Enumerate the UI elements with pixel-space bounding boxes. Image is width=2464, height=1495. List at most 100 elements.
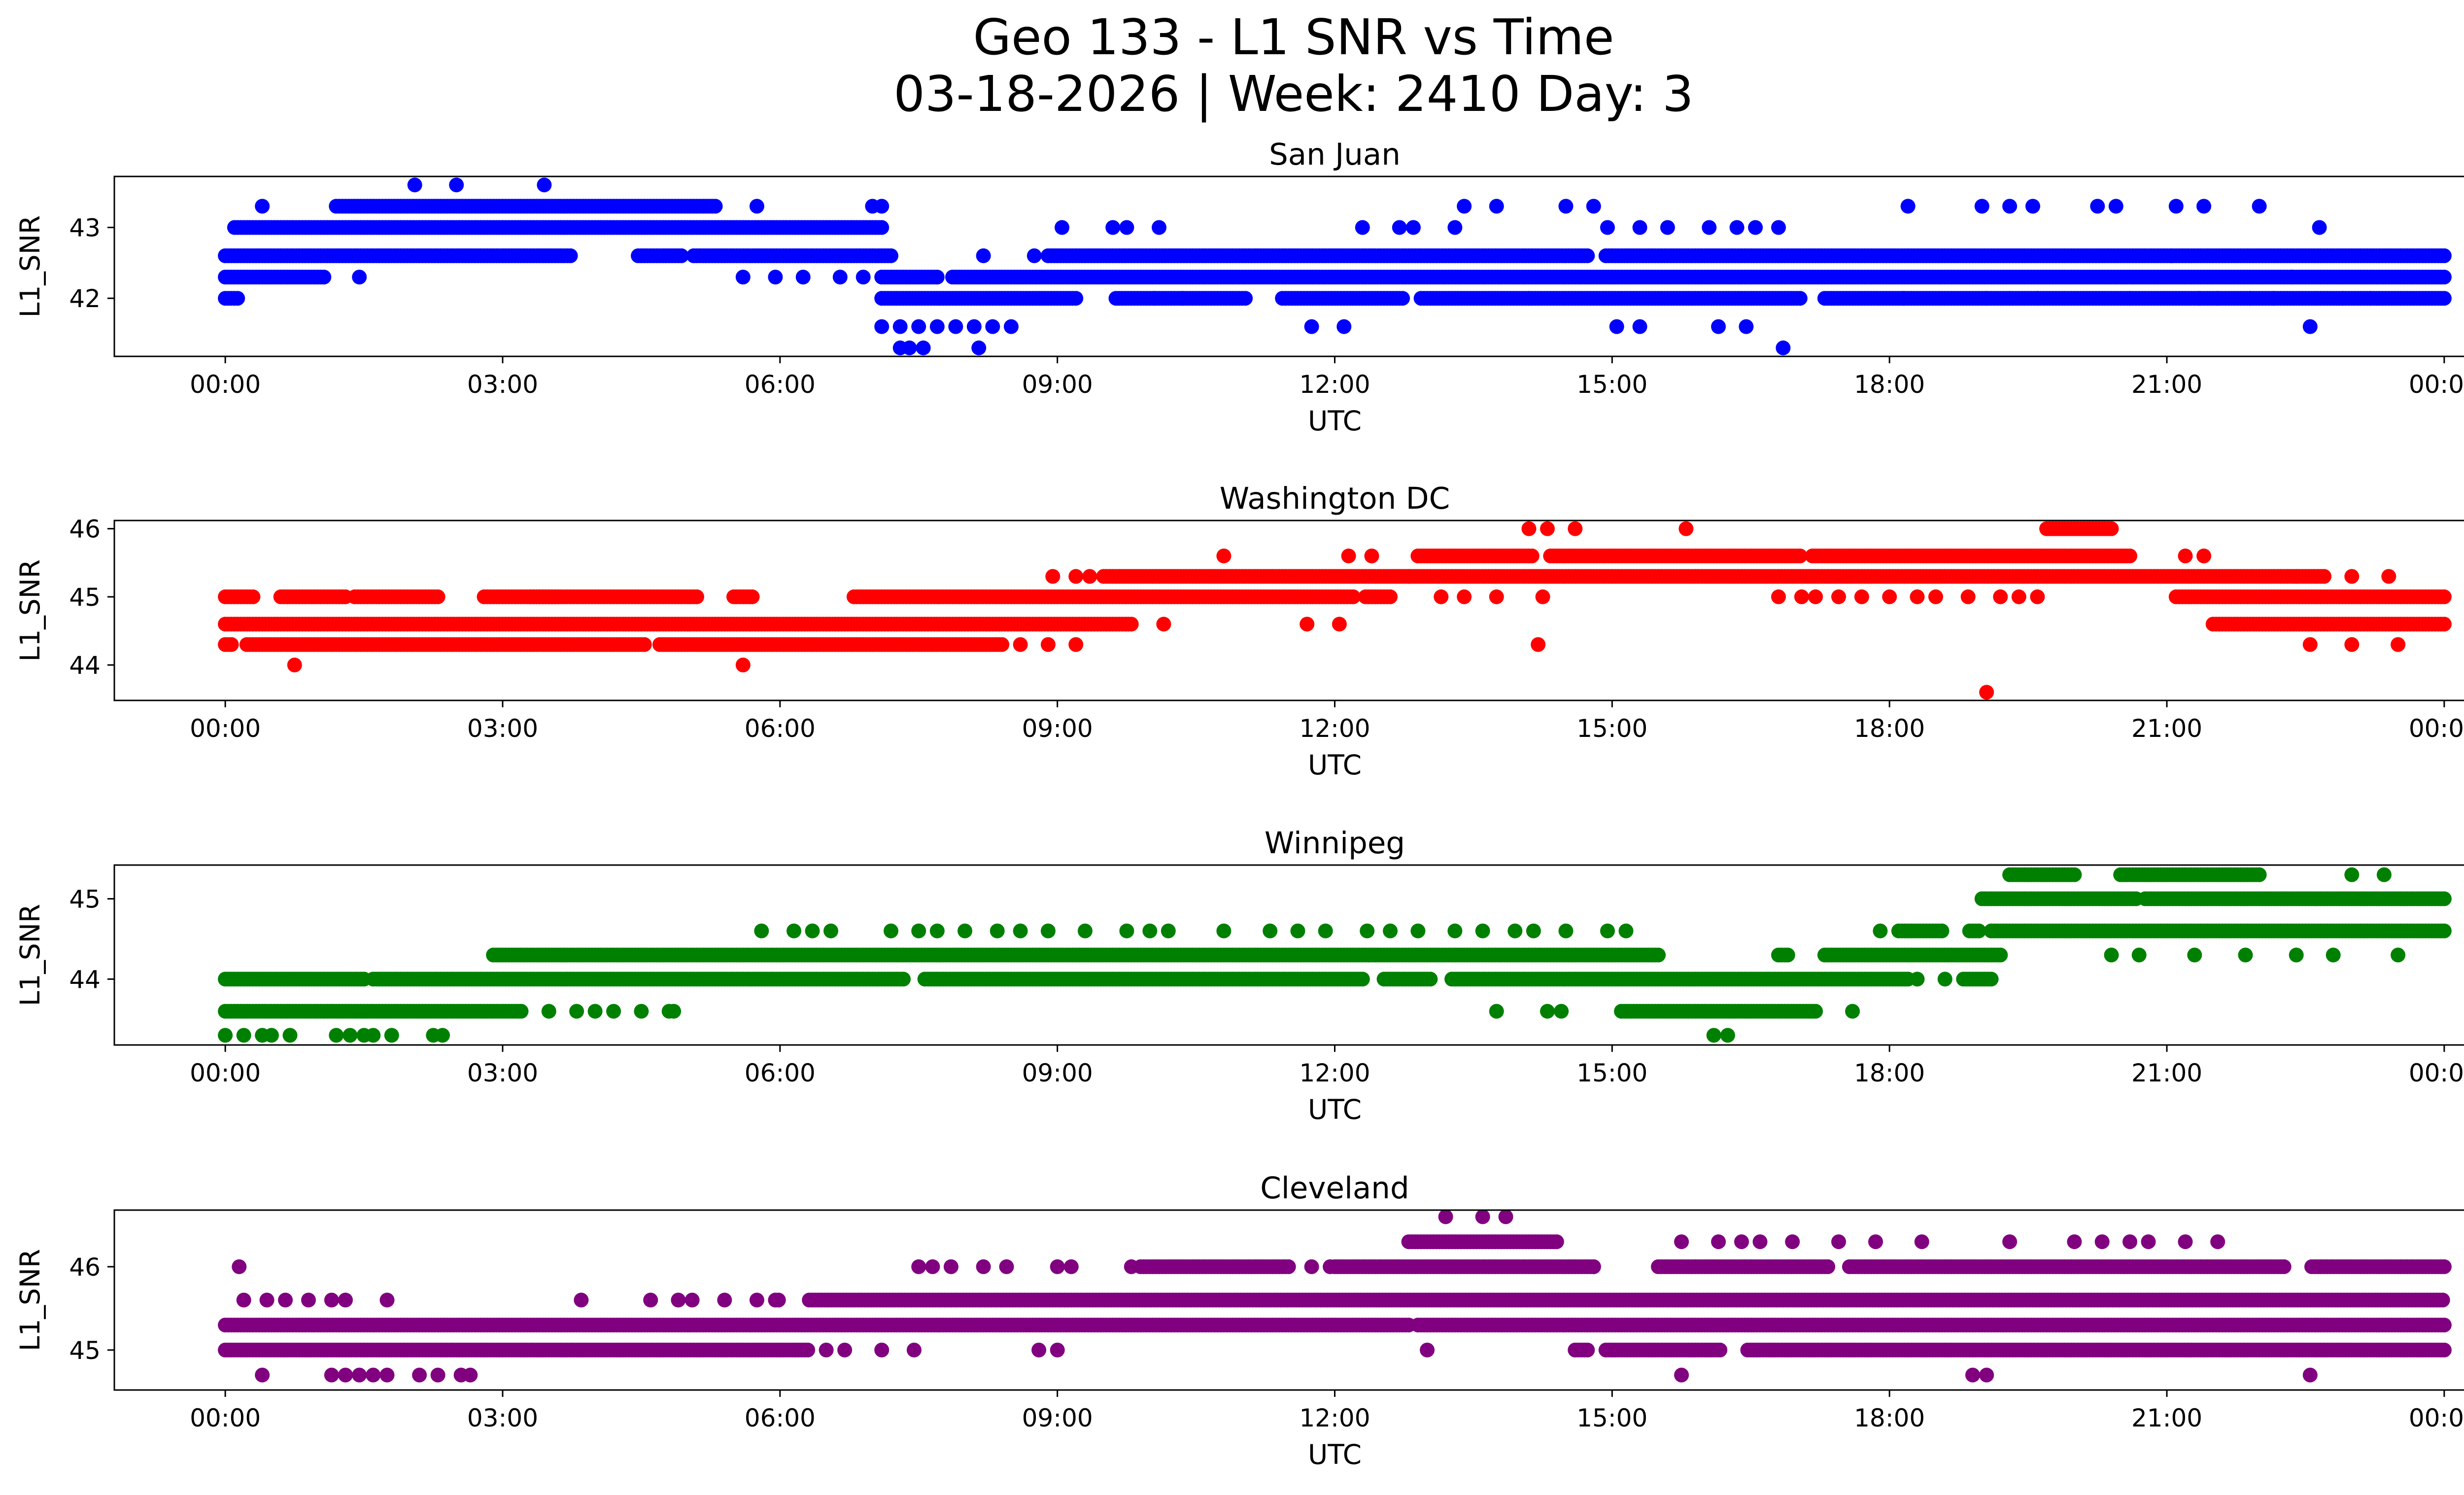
y-axis-label: L1_SNR: [14, 215, 46, 317]
data-point: [1568, 521, 1583, 536]
data-point: [2284, 270, 2299, 285]
data-point: [2242, 291, 2258, 306]
data-point: [2030, 589, 2045, 604]
data-point: [1489, 199, 1504, 214]
data-point: [1792, 548, 1808, 563]
data-point: [1174, 291, 1190, 306]
data-point: [1395, 291, 1410, 306]
data-point: [1068, 569, 1084, 584]
data-point: [1152, 220, 1166, 235]
data-point: [1068, 291, 1084, 306]
data-point: [1771, 220, 1786, 235]
data-point: [966, 319, 982, 334]
data-point: [985, 319, 1000, 334]
data-point: [1364, 548, 1379, 563]
data-point: [1993, 589, 2008, 604]
data-point: [2090, 199, 2105, 214]
data-point: [2122, 548, 2137, 563]
data-point: [1792, 291, 1808, 306]
x-tick-label: 09:00: [1022, 714, 1093, 743]
scatter-points: [218, 867, 2452, 1043]
x-tick-label: 00:00: [2409, 370, 2464, 399]
data-point: [749, 199, 764, 214]
data-point: [2391, 637, 2406, 652]
data-point: [1586, 199, 1601, 214]
data-point: [994, 637, 1010, 652]
data-point: [449, 177, 464, 193]
data-point: [916, 340, 931, 355]
data-point: [971, 340, 987, 355]
data-point: [874, 199, 890, 214]
x-tick-label: 12:00: [1299, 714, 1370, 743]
y-tick-label: 43: [69, 213, 101, 242]
data-point: [1524, 548, 1540, 563]
x-tick-label: 12:00: [1299, 370, 1370, 399]
x-tick-label: 03:00: [467, 370, 538, 399]
data-point: [1540, 521, 1555, 536]
data-point: [1974, 199, 1989, 214]
data-point: [1771, 589, 1786, 604]
data-point: [674, 248, 689, 263]
chart-title: Geo 133 - L1 SNR vs Time: [973, 8, 1614, 66]
data-point: [1124, 617, 1139, 632]
data-point: [874, 319, 890, 334]
panel-title: San Juan: [1269, 137, 1401, 172]
data-point: [2344, 569, 2360, 584]
data-point: [1882, 589, 1897, 604]
data-point: [1660, 220, 1675, 235]
data-point: [2196, 548, 2212, 563]
data-point: [1521, 521, 1537, 536]
data-point: [948, 319, 963, 334]
data-point: [1748, 220, 1763, 235]
data-point: [911, 319, 926, 334]
data-point: [929, 270, 945, 285]
data-point: [1447, 220, 1463, 235]
data-point: [1854, 589, 1869, 604]
x-tick-label: 21:00: [2131, 370, 2202, 399]
data-point: [1896, 291, 1911, 306]
data-point: [1928, 589, 1943, 604]
data-point: [2436, 248, 2452, 263]
data-point: [2381, 569, 2396, 584]
data-point: [563, 248, 578, 263]
x-tick-label: 15:00: [1576, 714, 1647, 743]
data-point: [1960, 589, 1976, 604]
x-tick-label: 00:00: [190, 370, 261, 399]
data-point: [902, 340, 917, 355]
data-point: [735, 658, 751, 673]
data-point: [896, 972, 911, 987]
data-point: [708, 199, 723, 214]
x-tick-label: 06:00: [745, 714, 816, 743]
data-point: [1632, 220, 1647, 235]
data-point: [1027, 248, 1042, 263]
data-point: [1332, 617, 1347, 632]
scatter-points: [218, 177, 2452, 355]
data-point: [689, 589, 704, 604]
data-point: [1156, 617, 1171, 632]
data-point: [1055, 220, 1069, 235]
data-point: [1794, 589, 1809, 604]
data-point: [2344, 637, 2360, 652]
data-point: [1147, 291, 1162, 306]
data-point: [287, 658, 302, 673]
y-tick-label: 46: [69, 515, 101, 544]
data-point: [407, 177, 422, 193]
data-point: [1521, 291, 1537, 306]
data-point: [2302, 637, 2318, 652]
data-point: [1434, 589, 1449, 604]
data-point: [2436, 617, 2452, 632]
x-tick-label: 09:00: [1022, 370, 1093, 399]
data-point: [1341, 548, 1356, 563]
data-point: [2011, 589, 2026, 604]
x-tick-label: 18:00: [1854, 370, 1925, 399]
chart-subtitle: 03-18-2026 | Week: 2410 Day: 3: [893, 65, 1693, 123]
data-point: [2436, 589, 2452, 604]
data-point: [892, 319, 908, 334]
data-point: [430, 589, 445, 604]
data-point: [2302, 319, 2318, 334]
data-point: [1406, 220, 1421, 235]
data-point: [2168, 199, 2184, 214]
data-point: [1216, 548, 1232, 563]
